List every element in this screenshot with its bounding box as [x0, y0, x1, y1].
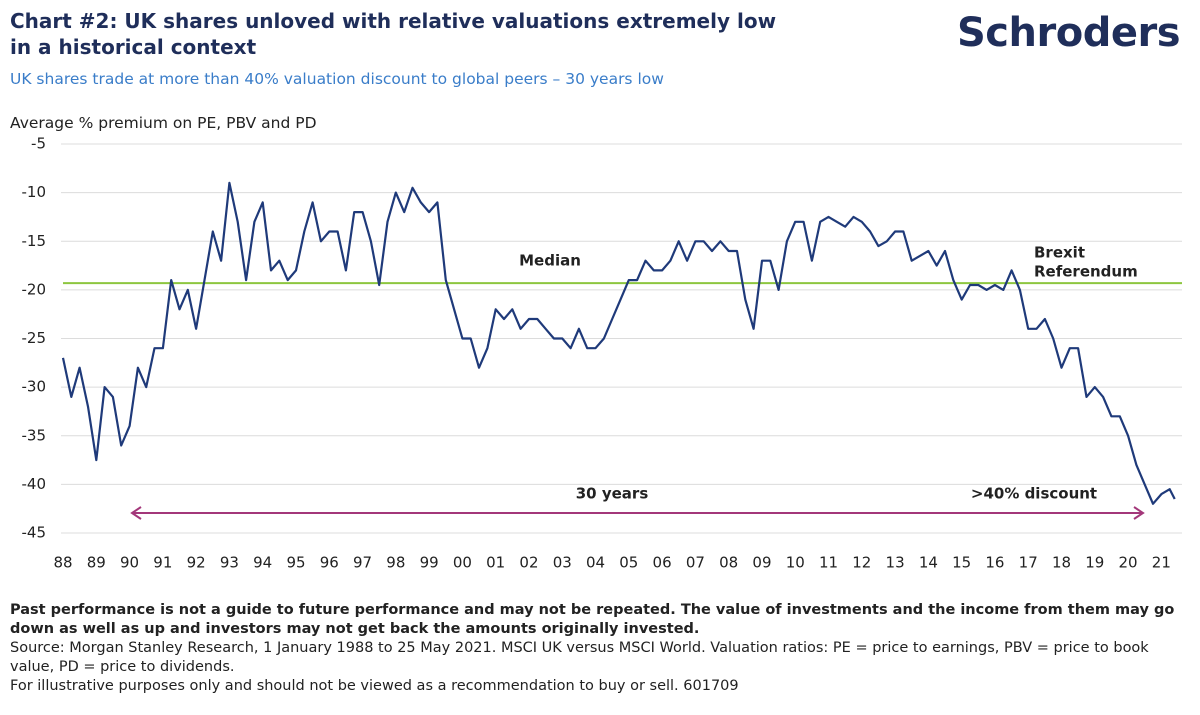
y-tick-label: -20: [22, 280, 47, 298]
x-tick-label: 12: [852, 554, 871, 572]
x-tick-label: 92: [187, 554, 206, 572]
y-axis-label: Average % premium on PE, PBV and PD: [10, 114, 317, 132]
series-line: [61, 181, 1176, 505]
brexit-label: Referendum: [1034, 263, 1138, 281]
arrow-head: [1133, 506, 1145, 520]
x-tick-label: 19: [1085, 554, 1104, 572]
y-tick-label: -5: [31, 135, 46, 153]
x-tick-label: 13: [886, 554, 905, 572]
y-tick-label: -40: [22, 475, 47, 493]
brexit-label: Brexit: [1034, 244, 1085, 262]
median-label: Median: [519, 252, 581, 270]
y-tick-label: -30: [22, 378, 47, 396]
y-tick-label: -45: [22, 524, 47, 542]
x-tick-label: 14: [919, 554, 938, 572]
chart-subtitle: UK shares trade at more than 40% valuati…: [10, 70, 664, 88]
y-tick-label: -15: [22, 232, 47, 250]
disclaimer: Past performance is not a guide to futur…: [10, 602, 1175, 637]
y-tick-label: -10: [22, 183, 47, 201]
period-label: 30 years: [576, 485, 649, 503]
x-tick-label: 08: [719, 554, 738, 572]
x-tick-label: 09: [752, 554, 771, 572]
x-tick-label: 99: [420, 554, 439, 572]
x-tick-label: 15: [952, 554, 971, 572]
x-tick-label: 98: [386, 554, 405, 572]
footer: Past performance is not a guide to futur…: [10, 601, 1195, 696]
chart-title: Chart #2: UK shares unloved with relativ…: [10, 9, 777, 59]
x-tick-label: 20: [1119, 554, 1138, 572]
x-tick-label: 17: [1019, 554, 1038, 572]
source: Source: Morgan Stanley Research, 1 Janua…: [10, 640, 1149, 675]
x-tick-label: 88: [53, 554, 72, 572]
x-tick-label: 05: [619, 554, 638, 572]
x-tick-label: 90: [120, 554, 139, 572]
x-tick-label: 89: [87, 554, 106, 572]
x-tick-label: 97: [353, 554, 372, 572]
x-tick-label: 93: [220, 554, 239, 572]
x-tick-label: 11: [819, 554, 838, 572]
x-tick-label: 00: [453, 554, 472, 572]
x-tick-label: 18: [1052, 554, 1071, 572]
x-tick-label: 91: [153, 554, 172, 572]
x-tick-label: 10: [786, 554, 805, 572]
x-tick-label: 02: [519, 554, 538, 572]
x-tick-label: 21: [1152, 554, 1171, 572]
x-tick-label: 06: [653, 554, 672, 572]
x-tick-label: 01: [486, 554, 505, 572]
x-tick-label: 04: [586, 554, 605, 572]
x-tick-label: 96: [320, 554, 339, 572]
x-tick-label: 07: [686, 554, 705, 572]
x-tick-label: 16: [985, 554, 1004, 572]
logo: Schroders: [957, 10, 1181, 56]
note: For illustrative purposes only and shoul…: [10, 678, 739, 694]
y-tick-label: -25: [22, 329, 47, 347]
y-tick-label: -35: [22, 426, 47, 444]
x-tick-label: 03: [553, 554, 572, 572]
x-tick-label: 94: [253, 554, 272, 572]
discount-label: >40% discount: [971, 485, 1097, 503]
arrow-head: [130, 506, 142, 520]
x-tick-label: 95: [286, 554, 305, 572]
